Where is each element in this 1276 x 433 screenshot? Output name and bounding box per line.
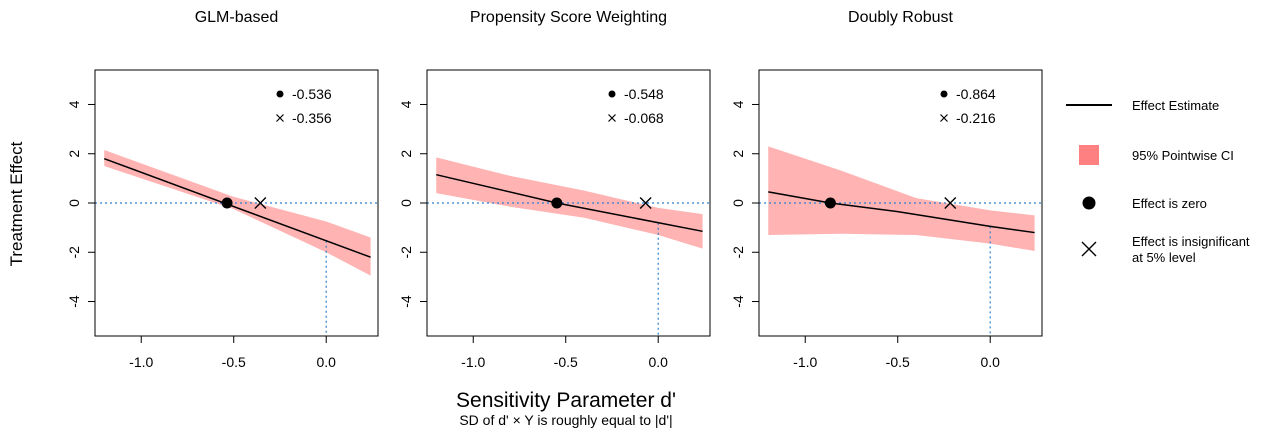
legend-item: Effect is zero [1083,196,1207,211]
legend-label: Effect Estimate [1132,98,1219,113]
legend: Effect Estimate 95% Pointwise CI Effect is… [1066,98,1250,265]
y-tick-label: -2 [398,246,414,259]
ci-band [104,150,370,276]
effect-zero-point [551,198,562,209]
zero-point-value: -0.864 [956,86,996,102]
legend-band-symbol [1079,145,1099,165]
legend-dot-symbol [1083,197,1096,210]
y-tick-label: -2 [730,246,746,259]
x-tick-label: -1.0 [793,354,817,370]
x-tick-label: 0.0 [980,354,1000,370]
y-tick-label: -4 [730,295,746,308]
y-tick-label: 4 [730,100,746,108]
panel-2: Propensity Score Weighting -0.548 -0.068 -1… [398,9,710,370]
zero-point-value: -0.536 [292,86,332,102]
annotation-dot [941,91,948,98]
x-axis-label: Sensitivity Parameter d' [456,389,676,412]
y-tick-label: 0 [730,199,746,207]
y-tick-label: 0 [398,199,414,207]
x-tick-label: -0.5 [554,354,578,370]
y-tick-label: 0 [66,199,82,207]
x-tick-label: 0.0 [316,354,336,370]
panel-1: GLM-based -0.536 -0.356 -1.0 -0.5 0.0 -4 -2 0 2 4 [66,9,378,370]
panel-title: Doubly Robust [848,9,954,26]
effect-zero-point [222,198,233,209]
insignificant-point-value: -0.216 [956,110,996,126]
annotation-cross [941,115,948,122]
x-tick-label: 0.0 [648,354,668,370]
y-tick-label: 2 [730,150,746,158]
panel-3: Doubly Robust -0.864 -0.216 -1.0 -0.5 0.0 -4 -2… [730,9,1042,370]
chart-panels: GLM-based-0.536-0.356-1.0 -0.5 0.0-4-2024P… [66,9,1042,370]
y-tick-label: 4 [66,100,82,108]
legend-item: 95% Pointwise CI [1079,145,1234,165]
x-axis-sublabel: SD of d' × Y is roughly equal to |d'| [459,412,672,428]
annotation-cross [609,115,616,122]
legend-item: Effect Estimate [1066,98,1219,113]
y-tick-label: 2 [66,150,82,158]
y-tick-label: -4 [398,295,414,308]
x-tick-label: -0.5 [886,354,910,370]
zero-point-value: -0.548 [624,86,664,102]
legend-label: 95% Pointwise CI [1132,148,1234,163]
insignificant-point-value: -0.356 [292,110,332,126]
estimate-line [104,159,370,258]
x-tick-label: -1.0 [461,354,485,370]
effect-zero-point [825,198,836,209]
y-tick-label: -2 [66,246,82,259]
y-axis-label: Treatment Effect [7,141,26,266]
legend-cross-symbol [1082,242,1096,256]
legend-label: Effect is zero [1132,196,1207,211]
y-tick-label: 2 [398,150,414,158]
panel-title: GLM-based [195,9,279,26]
legend-label: at 5% level [1132,250,1196,265]
x-tick-label: -1.0 [129,354,153,370]
legend-label: Effect is insignificant [1132,234,1250,249]
annotation-dot [277,91,284,98]
annotation-cross [277,115,284,122]
y-tick-label: -4 [66,295,82,308]
annotation-dot [609,91,616,98]
insignificant-point-value: -0.068 [624,110,664,126]
y-tick-label: 4 [398,100,414,108]
panel-title: Propensity Score Weighting [470,9,667,26]
x-tick-label: -0.5 [222,354,246,370]
